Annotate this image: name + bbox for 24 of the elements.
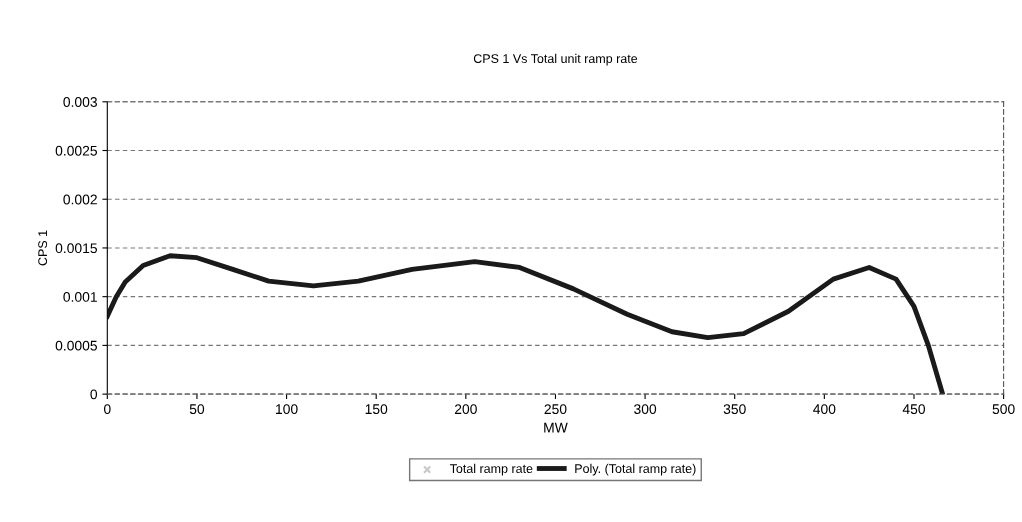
x-tick-label: 400 — [813, 404, 836, 415]
x-tick-label: 50 — [189, 404, 205, 415]
x-tick-label: 0 — [103, 404, 111, 415]
x-tick-label: 250 — [544, 404, 567, 415]
chart-title: CPS 1 Vs Total unit ramp rate — [473, 53, 638, 66]
y-tick-label: 0 — [90, 389, 98, 400]
y-tick-label: 0.0025 — [55, 145, 98, 156]
x-axis-title: MW — [544, 422, 568, 433]
legend-label: Poly. (Total ramp rate) — [575, 463, 696, 476]
x-tick-label: 300 — [634, 404, 657, 415]
x-tick-label: 500 — [992, 404, 1015, 415]
y-tick-label: 0.0005 — [55, 340, 98, 351]
legend-label: Total ramp rate — [449, 463, 533, 476]
line-series — [107, 253, 946, 395]
y-tick-label: 0.0015 — [55, 243, 98, 254]
x-tick-label: 100 — [276, 404, 298, 415]
x-tick-label: 450 — [902, 404, 926, 415]
x-tick-label: 350 — [723, 404, 746, 415]
y-tick-label: 0.001 — [63, 292, 97, 302]
x-tick-label: 200 — [454, 404, 477, 415]
y-axis-title: CPS 1 — [38, 230, 48, 266]
y-tick-label: 0.003 — [63, 97, 97, 107]
x-tick-label: 150 — [365, 404, 388, 415]
y-tick-label: 0.002 — [63, 194, 97, 205]
